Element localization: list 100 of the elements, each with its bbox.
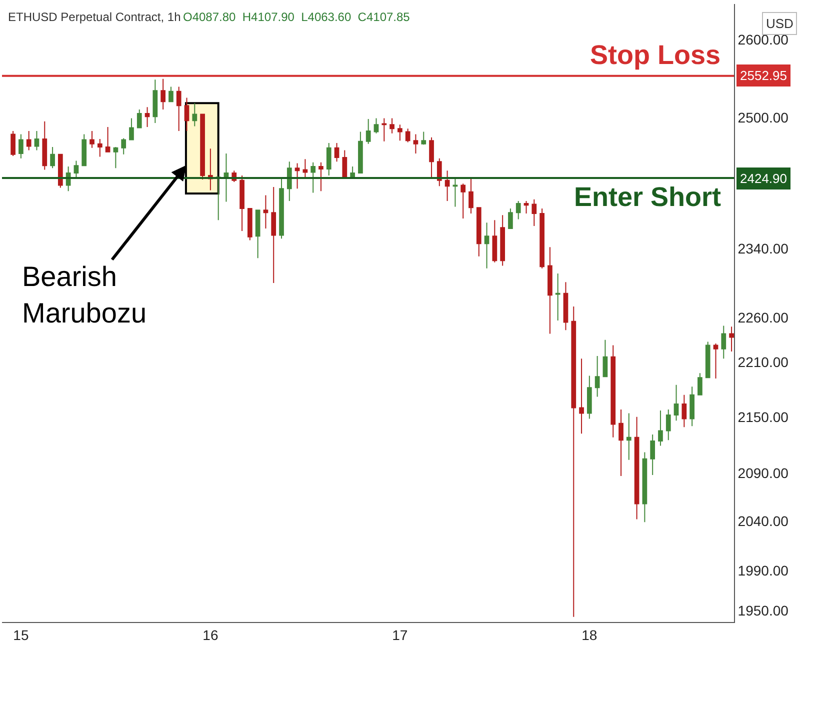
candlestick bbox=[524, 200, 529, 214]
y-tick-label: 2090.00 bbox=[738, 465, 789, 481]
y-axis-title: USD bbox=[766, 16, 794, 31]
x-tick-label: 15 bbox=[13, 626, 29, 643]
candlestick bbox=[436, 158, 442, 187]
candlestick bbox=[690, 386, 694, 427]
candlestick bbox=[626, 412, 632, 460]
y-tick-label: 2600.00 bbox=[738, 31, 789, 48]
text: O4087.80 H4107.90 L4063.60 C4107.85 bbox=[183, 10, 410, 24]
y-tick-label: 1950.00 bbox=[738, 602, 789, 619]
candlestick bbox=[658, 410, 663, 446]
candlestick bbox=[729, 326, 734, 352]
candlestick bbox=[294, 162, 300, 190]
y-tick-label: 2150.00 bbox=[738, 408, 789, 425]
candlestick bbox=[192, 102, 198, 127]
candlestick bbox=[50, 146, 55, 169]
x-tick-label: 16 bbox=[202, 626, 218, 643]
candlestick bbox=[176, 86, 182, 132]
candlestick bbox=[705, 341, 710, 378]
ref-line-label: 2552.95 bbox=[740, 68, 787, 83]
candlestick bbox=[42, 120, 48, 170]
candlestick bbox=[326, 142, 332, 176]
y-tick-label: 2260.00 bbox=[738, 310, 789, 326]
y-tick-label: 2500.00 bbox=[738, 109, 789, 126]
candlestick bbox=[18, 134, 24, 159]
candlestick bbox=[650, 434, 656, 476]
candlestick bbox=[58, 154, 63, 188]
candlestick bbox=[358, 131, 363, 174]
candlestick bbox=[279, 176, 284, 240]
candlestick bbox=[666, 409, 671, 441]
y-tick-label: 1990.00 bbox=[738, 562, 789, 578]
candlestick bbox=[168, 86, 174, 102]
candlestick bbox=[240, 174, 244, 232]
candlestick bbox=[713, 342, 718, 379]
candlestick bbox=[594, 355, 600, 398]
candlestick bbox=[184, 97, 190, 132]
candlestick bbox=[634, 416, 640, 520]
candlestick bbox=[642, 452, 648, 523]
y-tick-label: 2210.00 bbox=[738, 354, 789, 370]
candlestick bbox=[500, 214, 506, 266]
candlestick bbox=[113, 146, 118, 169]
candlestick bbox=[516, 200, 521, 220]
candlestick bbox=[548, 246, 552, 334]
candlestick bbox=[555, 273, 560, 321]
y-tick-label: 2040.00 bbox=[738, 513, 789, 530]
candlestick bbox=[698, 372, 702, 396]
candlestick bbox=[398, 124, 402, 142]
candlestick bbox=[255, 210, 260, 259]
candlestick bbox=[682, 394, 687, 428]
candlestick bbox=[413, 134, 418, 154]
candlestick bbox=[247, 208, 252, 241]
candlestick bbox=[579, 358, 584, 434]
candlestick bbox=[382, 118, 387, 142]
candlestick bbox=[563, 282, 568, 331]
candlestick bbox=[90, 130, 94, 148]
candlestick bbox=[334, 142, 340, 162]
candlestick bbox=[263, 194, 268, 230]
annotation: Enter Short bbox=[574, 182, 722, 212]
candlestick bbox=[74, 160, 79, 178]
candlestick bbox=[468, 177, 474, 214]
candlestick bbox=[144, 106, 150, 128]
annotation: Bearish Marubozu bbox=[22, 261, 147, 328]
candlestick bbox=[82, 134, 87, 166]
candlestick bbox=[136, 109, 142, 128]
candlestick bbox=[444, 170, 450, 202]
candlestick bbox=[586, 375, 592, 420]
candlestick bbox=[429, 136, 434, 178]
candlestick bbox=[105, 126, 110, 152]
candlestick bbox=[674, 384, 679, 422]
candlestick bbox=[460, 183, 466, 219]
candlestick bbox=[318, 162, 324, 192]
candlestick bbox=[302, 158, 308, 180]
candlestick bbox=[342, 150, 348, 178]
candlestick bbox=[452, 178, 458, 208]
candlestick bbox=[152, 79, 158, 124]
candlestick bbox=[721, 325, 726, 360]
x-tick-label: 18 bbox=[582, 626, 598, 643]
candlestick bbox=[160, 78, 166, 110]
candlestick bbox=[286, 161, 292, 202]
candlestick bbox=[571, 306, 576, 618]
annotation: Stop Loss bbox=[590, 40, 721, 70]
candlestick bbox=[390, 118, 394, 134]
candlestick bbox=[310, 162, 316, 194]
candlestick bbox=[271, 186, 276, 284]
candlestick bbox=[508, 208, 513, 230]
candlestick bbox=[26, 130, 32, 151]
candlestick bbox=[602, 339, 608, 378]
text: ETHUSD Perpetual Contract, 1h bbox=[8, 10, 181, 24]
candlestick bbox=[421, 131, 426, 146]
candlestick bbox=[129, 118, 134, 140]
candlestick bbox=[476, 207, 482, 257]
candlestick bbox=[121, 138, 126, 155]
ref-line-label: 2424.90 bbox=[740, 171, 787, 186]
candlestick bbox=[224, 153, 229, 202]
y-tick-label: 2340.00 bbox=[738, 240, 789, 257]
candlestick bbox=[532, 198, 537, 226]
x-tick-label: 17 bbox=[392, 626, 408, 643]
candlestick bbox=[200, 114, 205, 180]
candlestick bbox=[405, 128, 410, 143]
candlestick bbox=[484, 222, 490, 269]
